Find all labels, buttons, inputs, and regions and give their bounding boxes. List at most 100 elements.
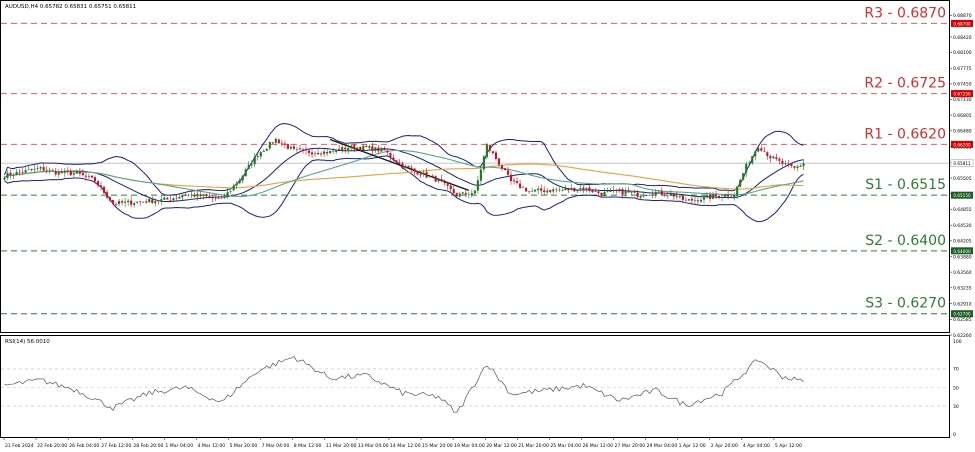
candle-body [332, 151, 335, 152]
candle-body [356, 147, 359, 149]
price-tick-label: 0.67775 [953, 66, 972, 72]
candle-body [687, 199, 690, 201]
candle-body [268, 141, 271, 149]
support-resistance-levels [1, 22, 949, 315]
price-tick-label: 0.63880 [953, 254, 972, 260]
time-tick-label: 8 Mar 12:00 [294, 443, 322, 449]
candle-body [715, 194, 718, 197]
candle-body [718, 195, 721, 198]
candle-body [30, 169, 33, 171]
candle-body [145, 201, 148, 203]
candle-body [452, 189, 455, 194]
candle-body [702, 196, 706, 200]
candle-body [528, 191, 531, 192]
candle-body [208, 195, 211, 197]
candle-body [45, 169, 48, 171]
candle-body [733, 195, 736, 197]
level-labels: 0.68700 R3 - 0.6870 0.67250 R2 - 0.6725 0.66… [864, 5, 974, 318]
level-price-tag-s3 [951, 310, 973, 318]
candle-body [377, 147, 380, 152]
bollinger-middle [4, 147, 804, 203]
candle-body [133, 203, 136, 205]
candle-body [148, 199, 151, 203]
candle-body [708, 194, 712, 199]
candle-body [63, 171, 66, 173]
price-axis: 0.68870 0.68420 0.68100 0.67775 0.67450 0.671… [949, 13, 972, 339]
candle-body [15, 171, 18, 175]
level-label-s3: S3 - 0.6270 [865, 296, 946, 312]
candle-body [211, 197, 214, 198]
candle-body [250, 164, 253, 166]
candle-body [78, 171, 81, 174]
candle-body [660, 191, 663, 195]
candle-body [639, 196, 642, 198]
candle-body [757, 147, 760, 152]
candle-body [262, 150, 265, 152]
time-tick-label: 4 Apr 04:00 [743, 443, 770, 449]
candle-body [386, 150, 389, 153]
candle-body [799, 165, 802, 167]
candle-body [522, 187, 525, 188]
time-tick-label: 4 Mar 12:00 [197, 443, 225, 449]
candle-body [42, 167, 45, 171]
candle-body [672, 193, 675, 197]
price-tick-label: 0.68100 [953, 50, 972, 56]
candle-body [594, 191, 597, 192]
candle-body [190, 194, 193, 196]
level-price-tag-text-r2: 0.67250 [953, 92, 971, 97]
candle-body [455, 193, 458, 197]
rsi-line [4, 355, 804, 413]
candle-body [359, 146, 362, 151]
candle-body [546, 190, 549, 193]
candle-body [591, 190, 594, 193]
candle-body [443, 181, 446, 184]
candle-body [790, 163, 793, 166]
candle-body [696, 200, 700, 202]
candle-body [39, 167, 42, 169]
candle-body [214, 198, 217, 199]
candle-body [579, 188, 582, 190]
candle-body [365, 146, 368, 148]
level-label-s2: S2 - 0.6400 [865, 233, 946, 249]
candle-body [72, 173, 75, 175]
candle-body [488, 144, 491, 151]
candle-body [6, 172, 9, 178]
candle-body [298, 148, 302, 150]
candle-body [509, 174, 513, 181]
candle-body [93, 177, 97, 182]
candle-body [654, 191, 657, 195]
candle-body [163, 197, 166, 200]
level-price-tag-text-s3: 0.62700 [953, 312, 971, 317]
candle-body [519, 183, 522, 188]
candlesticks [3, 137, 805, 208]
candle-body [503, 168, 507, 171]
candle-body [33, 168, 36, 170]
candle-body [18, 171, 21, 173]
candle-body [476, 180, 479, 191]
candle-body [265, 148, 268, 151]
rsi-header: RSI(14) 56.0010 [5, 339, 50, 345]
candle-body [12, 175, 15, 176]
candle-body [292, 146, 296, 149]
candle-body [754, 151, 757, 157]
candle-body [543, 190, 546, 193]
candle-body [244, 169, 247, 177]
candle-body [84, 175, 87, 177]
candle-body [202, 194, 205, 196]
candle-body [304, 148, 308, 151]
candle-body [184, 195, 187, 196]
candle-body [699, 199, 703, 202]
candle-body [223, 197, 226, 198]
candle-body [784, 163, 787, 165]
candle-body [90, 175, 93, 178]
candle-body [425, 172, 428, 178]
candle-body [678, 195, 681, 197]
candle-body [434, 176, 437, 182]
candle-body [413, 168, 416, 171]
candle-body [27, 169, 30, 171]
candle-body [395, 160, 398, 163]
price-tick-label: 0.63235 [953, 286, 972, 292]
candle-body [612, 190, 615, 191]
candle-body [274, 138, 277, 143]
